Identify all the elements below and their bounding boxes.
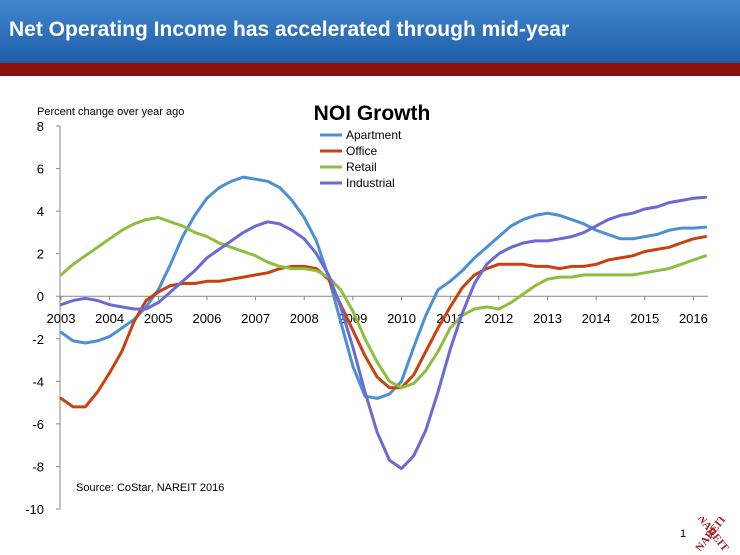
x-tick-label: 2012	[484, 311, 513, 326]
x-tick-label: 2005	[144, 311, 173, 326]
x-tick-label: 2003	[47, 311, 76, 326]
series-line-office	[59, 235, 708, 409]
x-tick-label: 2015	[630, 311, 659, 326]
accent-bar	[0, 63, 740, 76]
y-tick-label: -10	[25, 502, 44, 517]
x-tick-label: 2007	[241, 311, 270, 326]
legend-label-office: Office	[346, 144, 377, 158]
series-line-apartment	[59, 175, 708, 400]
y-tick-label: -8	[32, 459, 44, 474]
nareit-logo: NAREIT NAREIT	[693, 517, 731, 551]
y-tick-label: 2	[37, 247, 44, 262]
page-number: 1	[680, 528, 687, 540]
legend-label-industrial: Industrial	[346, 176, 395, 190]
series-line-industrial	[59, 195, 708, 471]
title-banner: Net Operating Income has accelerated thr…	[0, 0, 740, 63]
y-tick-label: -4	[32, 374, 44, 389]
noi-growth-chart: -10 -8 -6 -4 -2 0 2 4 6 8 2003 2004 2005 2006 2007 2008…	[25, 102, 708, 517]
legend-label-apartment: Apartment	[346, 128, 402, 142]
y-axis-label: Percent change over year ago	[37, 106, 184, 118]
x-tick-label: 2004	[95, 311, 124, 326]
x-tick-label: 2008	[290, 311, 319, 326]
x-tick-label: 2010	[387, 311, 416, 326]
series-line-retail	[59, 216, 708, 390]
y-tick-label: -2	[32, 332, 44, 347]
slide-title: Net Operating Income has accelerated thr…	[9, 18, 570, 41]
y-tick-label: 6	[37, 162, 44, 177]
x-tick-label: 2013	[533, 311, 562, 326]
x-tick-label: 2014	[582, 311, 611, 326]
source-note: Source: CoStar, NAREIT 2016	[76, 482, 224, 494]
chart-title: NOI Growth	[314, 102, 431, 125]
x-tick-label: 2006	[192, 311, 221, 326]
y-tick-label: 8	[37, 119, 44, 134]
y-tick-label: -6	[32, 417, 44, 432]
legend-label-retail: Retail	[346, 160, 377, 174]
y-tick-label: 0	[37, 289, 44, 304]
x-tick-label: 2016	[679, 311, 708, 326]
y-tick-label: 4	[37, 204, 44, 219]
